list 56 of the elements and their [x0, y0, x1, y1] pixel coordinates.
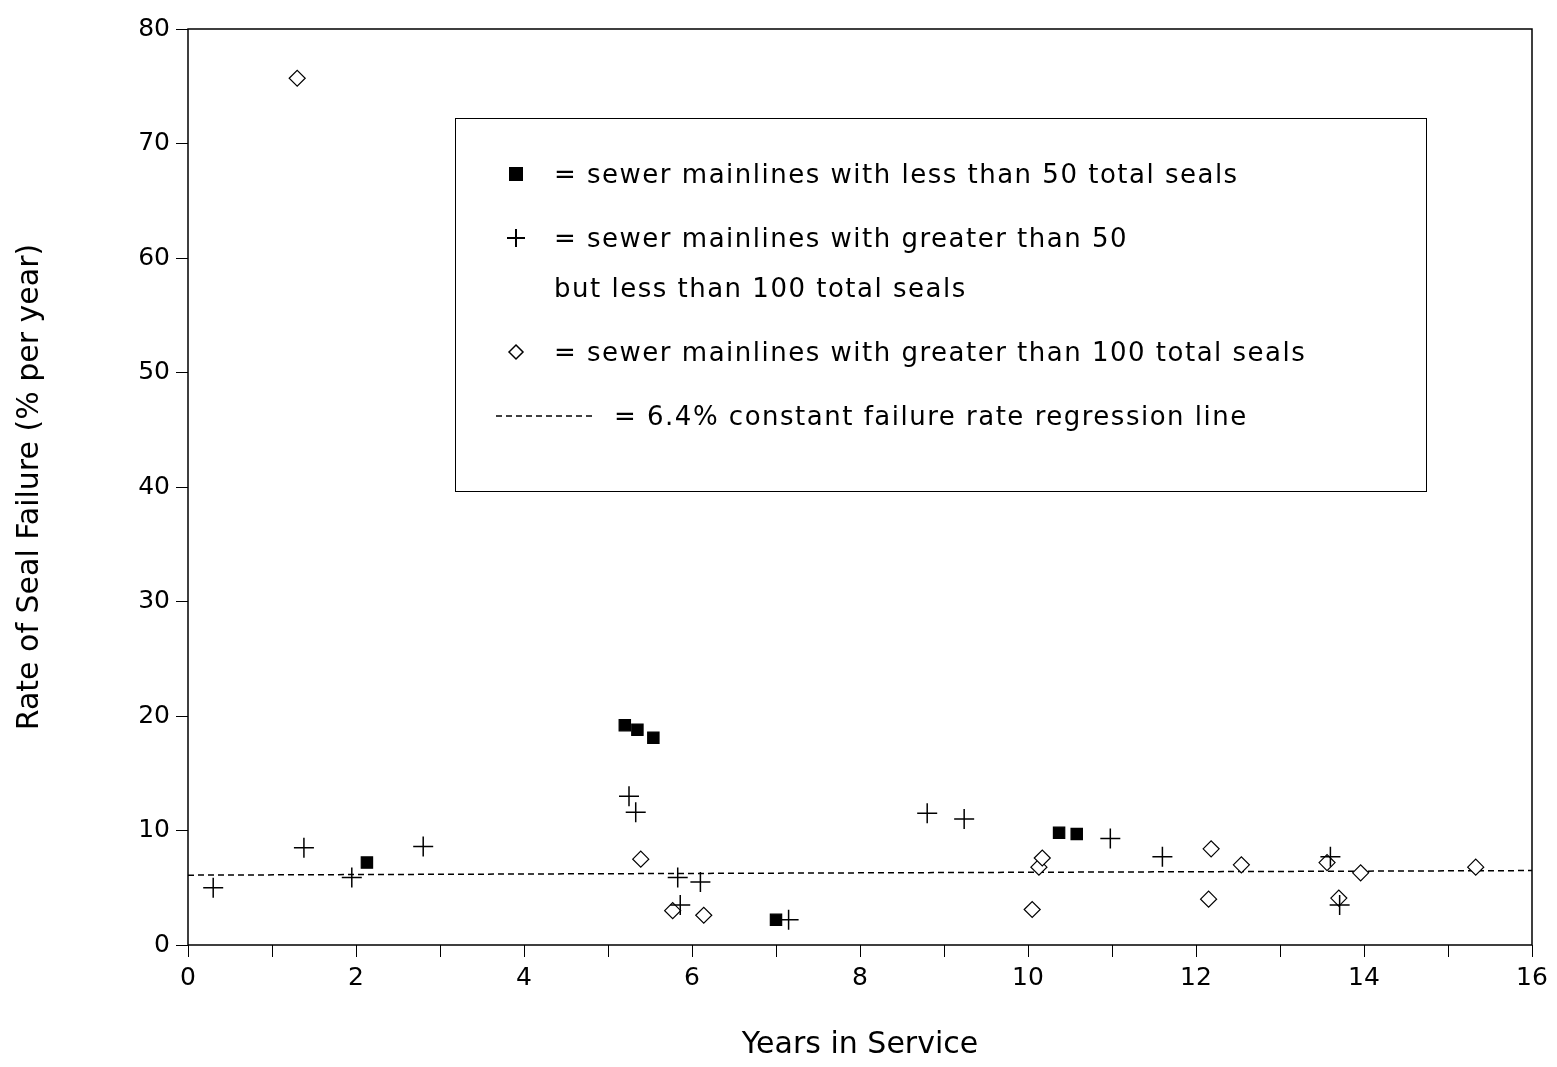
point: [1070, 827, 1083, 841]
point: [769, 913, 783, 927]
x-tick-label: 12: [1180, 961, 1212, 991]
point: [1099, 827, 1122, 850]
point: [618, 785, 640, 807]
point: [1151, 846, 1174, 868]
point: [412, 835, 434, 858]
point: [360, 856, 374, 869]
y-tick-label: 80: [138, 12, 170, 42]
x-tick-label: 2: [348, 961, 364, 991]
legend-label: = 6.4% constant failure rate regression line: [614, 400, 1248, 433]
legend-label: = sewer mainlines with less than 50 total seals: [554, 158, 1239, 191]
point: [1352, 864, 1370, 882]
point: [624, 801, 647, 823]
point: [202, 877, 224, 899]
y-tick-label: 0: [154, 928, 170, 958]
point: [288, 69, 306, 87]
x-tick-label: 10: [1012, 961, 1044, 991]
point: [1033, 849, 1051, 867]
x-axis-title: Years in Service: [740, 1024, 979, 1060]
point: [647, 731, 660, 745]
x-tick-label: 16: [1516, 961, 1548, 991]
point: [1319, 846, 1342, 868]
y-tick-label: 70: [138, 127, 170, 156]
point: [618, 718, 632, 732]
point: [695, 906, 713, 924]
y-tick-label: 30: [138, 585, 170, 614]
point: [1328, 894, 1351, 916]
point: [666, 866, 689, 889]
point: [1023, 900, 1041, 919]
point: [953, 808, 975, 830]
point: [1052, 826, 1066, 840]
point: [341, 866, 363, 889]
y-axis-title: Rate of Seal Failure (% per year): [9, 243, 45, 731]
point: [631, 723, 644, 736]
point: [689, 871, 712, 893]
point: [1200, 890, 1218, 908]
legend-label: = sewer mainlines with greater than 100 total seals: [554, 336, 1307, 369]
y-tick-label: 60: [138, 241, 170, 271]
legend-label: = sewer mainlines with greater than 50 but less than 100 total seals: [554, 222, 1129, 305]
point: [293, 836, 315, 859]
point: [1232, 856, 1250, 874]
x-tick-label: 4: [516, 961, 532, 991]
x-tick-label: 6: [684, 961, 700, 991]
point: [916, 802, 938, 825]
point: [1467, 858, 1485, 876]
y-tick-label: 40: [138, 470, 170, 500]
point: [1202, 840, 1220, 858]
x-tick-label: 14: [1348, 961, 1380, 991]
y-tick-label: 20: [138, 699, 170, 729]
x-tick-label: 8: [852, 961, 868, 991]
x-tick-label: 0: [180, 961, 196, 991]
point: [669, 894, 691, 916]
y-tick-label: 10: [138, 814, 170, 843]
point: [632, 850, 650, 868]
y-tick-label: 50: [138, 356, 170, 385]
